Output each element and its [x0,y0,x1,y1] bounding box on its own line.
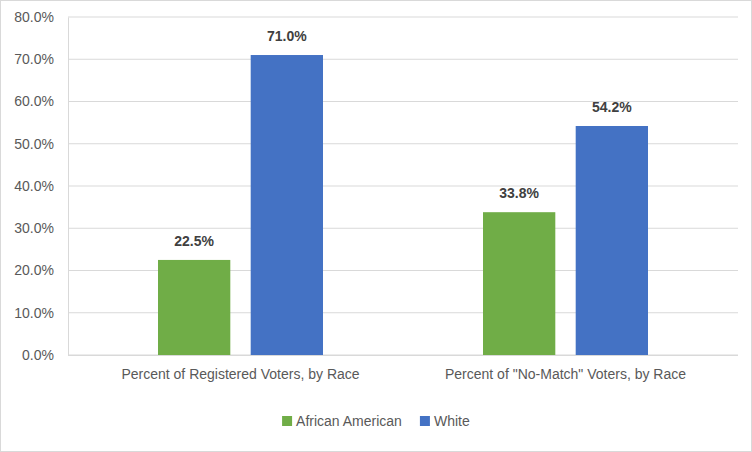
grid-line [68,101,738,102]
y-tick: 70.0% [14,51,68,67]
y-tick: 50.0% [14,136,68,152]
bar [158,260,230,355]
legend-swatch [282,416,292,426]
x-tick-label: Percent of "No-Match" Voters, by Race [445,366,686,382]
data-label: 54.2% [592,99,632,115]
x-axis-line [68,355,738,356]
legend: African American White [282,413,470,429]
y-tick-label: 10.0% [14,305,54,321]
data-label: 33.8% [499,185,539,201]
chart-border [1,1,752,452]
y-tick-label: 60.0% [14,93,54,109]
bar [576,126,648,355]
chart: 0.0% 10.0% 20.0% 30.0% 40.0% 50.0% 60.0% 70.0% 8… [0,0,752,452]
y-tick-label: 70.0% [14,51,54,67]
y-tick: 10.0% [14,305,68,321]
y-tick-label: 30.0% [14,220,54,236]
y-tick: 30.0% [14,220,68,236]
y-tick-label: 50.0% [14,136,54,152]
legend-swatch [420,416,430,426]
y-tick: 40.0% [14,178,68,194]
y-tick-label: 80.0% [14,9,54,25]
grid-line [68,17,738,18]
y-axis: 0.0% 10.0% 20.0% 30.0% 40.0% 50.0% 60.0% 70.0% 8… [14,9,68,363]
x-tick-label: Percent of Registered Voters, by Race [121,366,359,382]
legend-item: White [420,413,470,429]
y-tick: 0.0% [22,347,68,363]
y-tick-label: 20.0% [14,262,54,278]
data-label: 71.0% [267,28,307,44]
y-tick: 60.0% [14,93,68,109]
grid [68,17,738,355]
x-axis: Percent of Registered Voters, by Race Per… [68,356,738,382]
x-tick: Percent of "No-Match" Voters, by Race [445,366,686,382]
data-label: 22.5% [174,233,214,249]
x-tick: Percent of Registered Voters, by Race [121,366,359,382]
y-tick: 20.0% [14,262,68,278]
y-tick-label: 40.0% [14,178,54,194]
y-tick-label: 0.0% [22,347,54,363]
y-tick: 80.0% [14,9,68,25]
bar [251,55,323,355]
legend-label: African American [296,413,402,429]
data-labels: 22.5% 33.8% 71.0% 54.2% [174,28,632,249]
bars [158,55,648,355]
legend-item: African American [282,413,402,429]
y-axis-line [68,18,69,356]
grid-line [68,59,738,60]
bar [483,212,555,355]
legend-label: White [434,413,470,429]
